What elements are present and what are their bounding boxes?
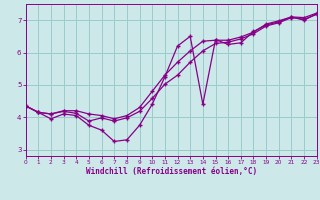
X-axis label: Windchill (Refroidissement éolien,°C): Windchill (Refroidissement éolien,°C): [86, 167, 257, 176]
